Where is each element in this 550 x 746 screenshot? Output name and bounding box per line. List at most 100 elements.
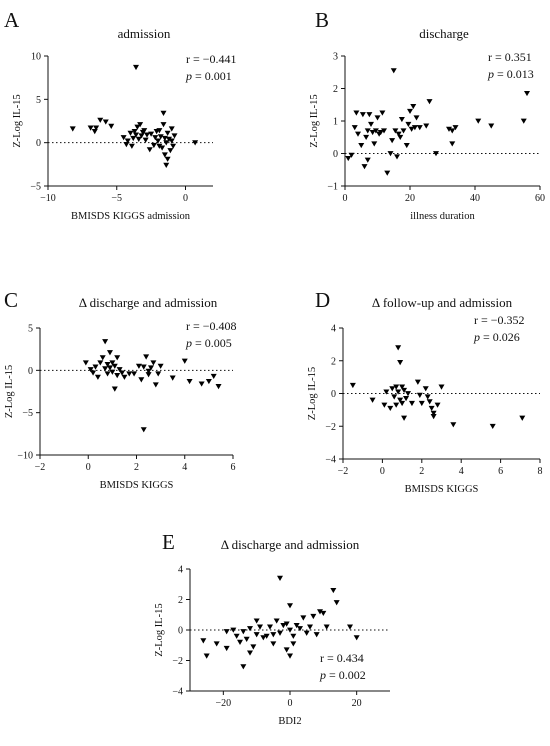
data-point [233, 633, 240, 639]
data-point [126, 371, 133, 377]
y-tick-label: −2 [172, 656, 183, 667]
data-point [152, 382, 159, 388]
data-point [163, 140, 170, 146]
stat-r-value: r = −0.441 [186, 52, 237, 66]
data-point [114, 355, 121, 361]
stat-p-number: = 0.002 [326, 668, 366, 682]
data-point [200, 638, 207, 644]
data-point [452, 125, 459, 131]
panel-letter: C [4, 288, 18, 312]
data-point [405, 391, 412, 397]
data-point [116, 367, 123, 373]
data-point [358, 142, 365, 149]
data-point [131, 129, 138, 135]
data-point [120, 135, 127, 141]
stat-p-label: p [185, 69, 192, 83]
x-tick-label: 2 [134, 462, 139, 473]
data-point [403, 396, 410, 402]
data-point [257, 624, 263, 630]
y-tick-label: 3 [333, 52, 338, 63]
data-point [393, 384, 400, 390]
data-point [411, 125, 418, 131]
data-point [223, 645, 230, 652]
y-tick-label: −5 [30, 182, 41, 193]
data-point [270, 641, 277, 647]
data-point [152, 135, 159, 141]
y-axis-label: Z-Log IL-15 [309, 94, 320, 147]
data-point [137, 122, 144, 128]
y-tick-label: −10 [17, 451, 33, 462]
stat-p-number: = 0.026 [480, 330, 520, 344]
stat-p-label: p [487, 67, 494, 81]
data-point [150, 142, 157, 149]
stat-p-label: p [185, 336, 192, 350]
y-tick-label: 0 [178, 626, 183, 637]
stat-p-value: p = 0.001 [185, 69, 232, 83]
data-point [366, 112, 373, 118]
data-point [260, 635, 267, 641]
data-point [379, 110, 386, 116]
data-point [145, 368, 152, 374]
data-point [93, 125, 100, 131]
x-tick-label: 8 [538, 466, 543, 477]
data-point [320, 610, 327, 617]
data-point [369, 397, 376, 403]
data-point [144, 132, 150, 138]
data-point [277, 575, 283, 581]
data-point [160, 110, 167, 116]
data-point [293, 623, 300, 629]
data-point [230, 627, 237, 633]
data-point [475, 118, 482, 124]
data-point [347, 624, 353, 630]
y-tick-label: 5 [36, 95, 41, 106]
data-point [426, 99, 433, 105]
data-point [397, 359, 404, 366]
data-point [159, 145, 166, 151]
y-tick-label: 10 [31, 52, 41, 63]
data-point [399, 400, 406, 407]
data-point [416, 125, 423, 131]
data-point [145, 372, 152, 378]
data-point [114, 373, 121, 379]
data-point [413, 115, 420, 121]
data-point [167, 148, 174, 154]
data-point [397, 397, 404, 403]
data-point [243, 636, 250, 642]
x-axis-label: BDI2 [278, 716, 301, 727]
data-point [240, 629, 247, 635]
data-point [134, 124, 141, 130]
y-tick-label: −5 [22, 408, 33, 419]
data-point [353, 635, 360, 641]
y-tick-label: 2 [333, 84, 338, 95]
x-axis-label: BMISDS KIGGS [100, 480, 174, 491]
data-point [290, 641, 297, 647]
data-point [155, 138, 161, 144]
y-tick-label: −1 [327, 182, 338, 193]
data-point [290, 633, 297, 639]
data-point [330, 587, 337, 594]
data-point [488, 123, 495, 129]
panel-title: discharge [419, 26, 469, 41]
data-point [364, 128, 371, 134]
y-axis-label: Z-Log IL-15 [154, 603, 165, 656]
data-point [449, 128, 456, 134]
data-point [383, 389, 390, 395]
x-tick-label: 20 [352, 698, 362, 709]
data-point [369, 129, 376, 136]
stat-p-number: = 0.001 [192, 69, 232, 83]
data-point [138, 377, 145, 383]
data-point [395, 389, 402, 395]
data-point [374, 115, 381, 121]
data-point [430, 410, 437, 416]
data-point [520, 118, 527, 124]
data-point [155, 371, 162, 377]
stat-p-value: p = 0.005 [185, 336, 232, 350]
data-point [91, 129, 98, 135]
x-axis-label: BMISDS KIGGS admission [71, 211, 191, 222]
y-axis-label: Z-Log IL-15 [4, 365, 15, 418]
data-point [389, 138, 396, 144]
